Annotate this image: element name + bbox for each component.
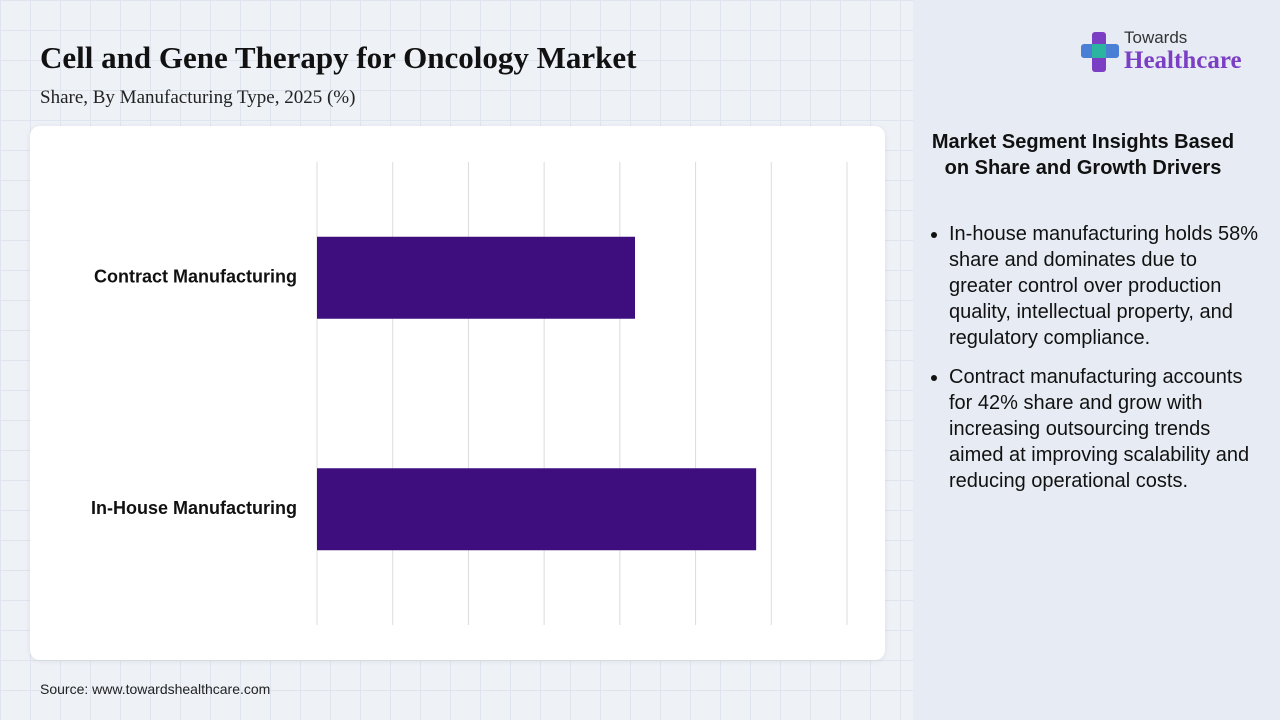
insights-panel: [913, 0, 1280, 720]
bar: [317, 236, 635, 319]
insights-title: Market Segment Insights Based on Share a…: [931, 131, 1235, 179]
y-tick-label: Contract Manufacturing: [94, 267, 297, 287]
insight-bullet: In-house manufacturing holds 58% share a…: [949, 221, 1264, 351]
chart-card: [30, 126, 885, 660]
logo-top: Towards: [1124, 28, 1188, 47]
logo-icon: [1081, 32, 1119, 72]
logo-bottom: Healthcare: [1124, 47, 1242, 74]
y-tick-label: In-House Manufacturing: [91, 498, 297, 518]
insights-list: In-house manufacturing holds 58% share a…: [929, 221, 1264, 507]
bar: [317, 468, 757, 551]
source: Source: www.towardshealthcare.com: [40, 681, 271, 697]
chart-title: Cell and Gene Therapy for Oncology Marke…: [40, 40, 637, 75]
insight-bullet: Contract manufacturing accounts for 42% …: [949, 364, 1264, 494]
chart-subtitle: Share, By Manufacturing Type, 2025 (%): [40, 87, 356, 108]
